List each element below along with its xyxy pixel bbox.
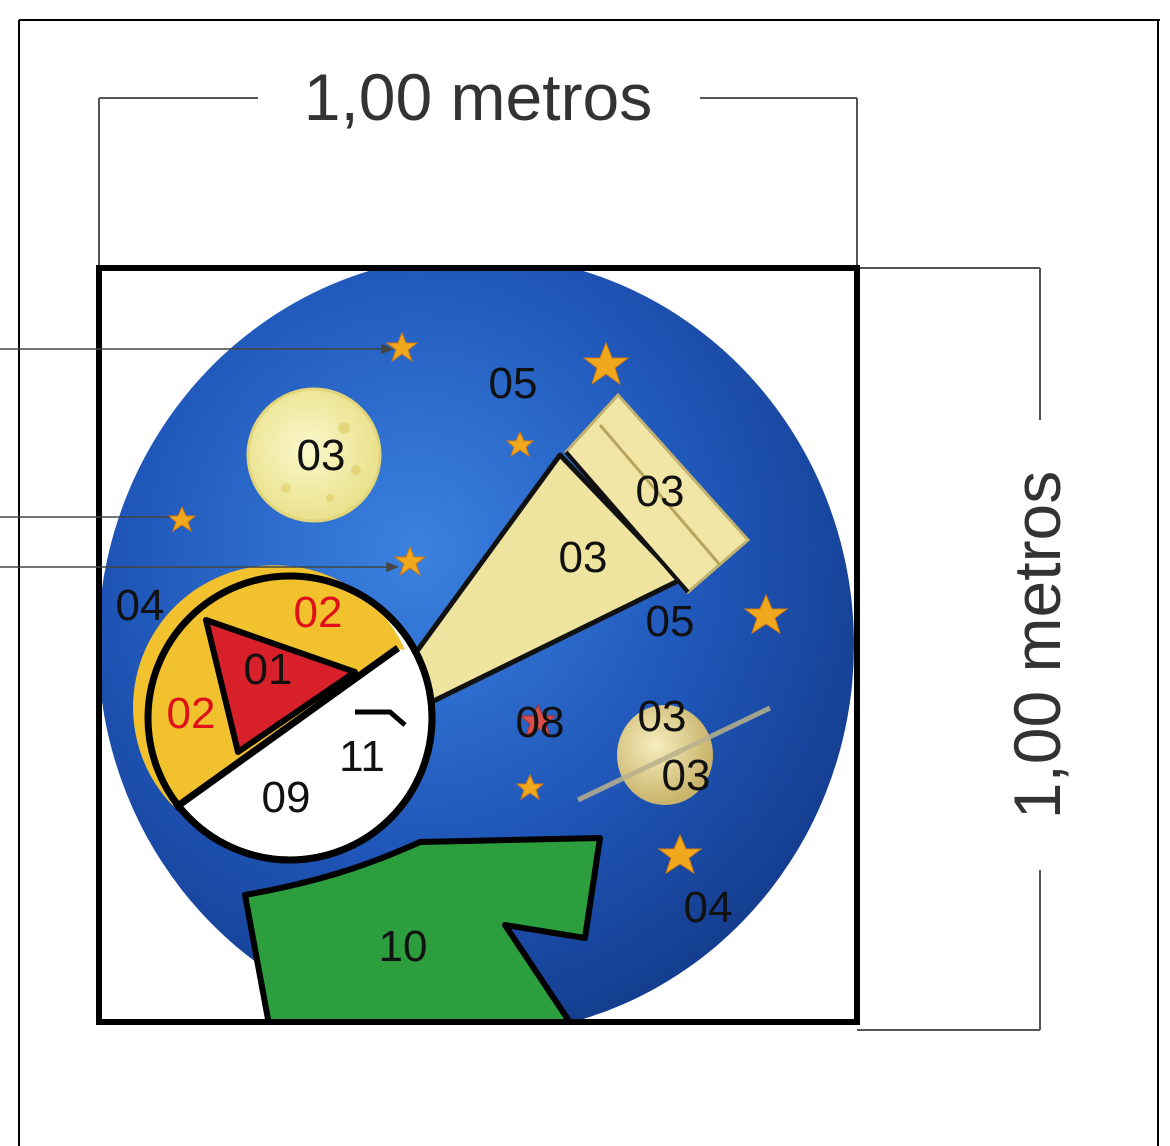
star-icon: [167, 505, 197, 533]
label-telescope-lower: 03: [559, 533, 608, 582]
star-icon: [505, 430, 535, 458]
planet: [576, 705, 772, 805]
star-icon: [743, 593, 789, 635]
star-icon: [515, 773, 545, 801]
height-dimension-label: 1,00 metros: [1000, 471, 1074, 820]
label-pie-left: 02: [167, 689, 216, 738]
label-pie-top: 02: [294, 588, 343, 637]
star-icons: [167, 331, 789, 875]
label-red-star: 08: [516, 698, 565, 747]
pointer-lines: [0, 343, 400, 573]
callout-labels: 05 03 03 03 04 02 05 01 02 08 03 11 03 0…: [116, 359, 733, 971]
star-icon: [657, 833, 703, 875]
page-frame: [18, 19, 1160, 1146]
star-icon: [385, 331, 419, 363]
label-moon: 03: [297, 431, 346, 480]
width-dimension-label: 1,00 metros: [304, 60, 653, 134]
label-green-shape: 10: [379, 922, 428, 971]
width-dimension: [98, 97, 858, 268]
label-eyepiece: 11: [339, 732, 385, 781]
label-sky-bottom-right: 04: [684, 883, 733, 932]
badge-frame: [96, 265, 860, 1025]
star-icon: [519, 703, 557, 738]
height-dimension: [857, 267, 1041, 1031]
label-white-area: 09: [262, 773, 311, 822]
label-telescope-base: 05: [646, 597, 695, 646]
label-pie-red: 01: [244, 645, 293, 694]
label-sky-top: 05: [489, 359, 538, 408]
label-sky-left: 04: [116, 581, 165, 630]
green-shape: [242, 835, 603, 1022]
star-icon: [582, 341, 630, 386]
pie-emblem: [133, 565, 436, 864]
label-planet-upper: 03: [638, 692, 687, 741]
label-planet-lower: 03: [662, 751, 711, 800]
label-telescope-upper: 03: [636, 467, 685, 516]
star-icon: [393, 545, 427, 577]
